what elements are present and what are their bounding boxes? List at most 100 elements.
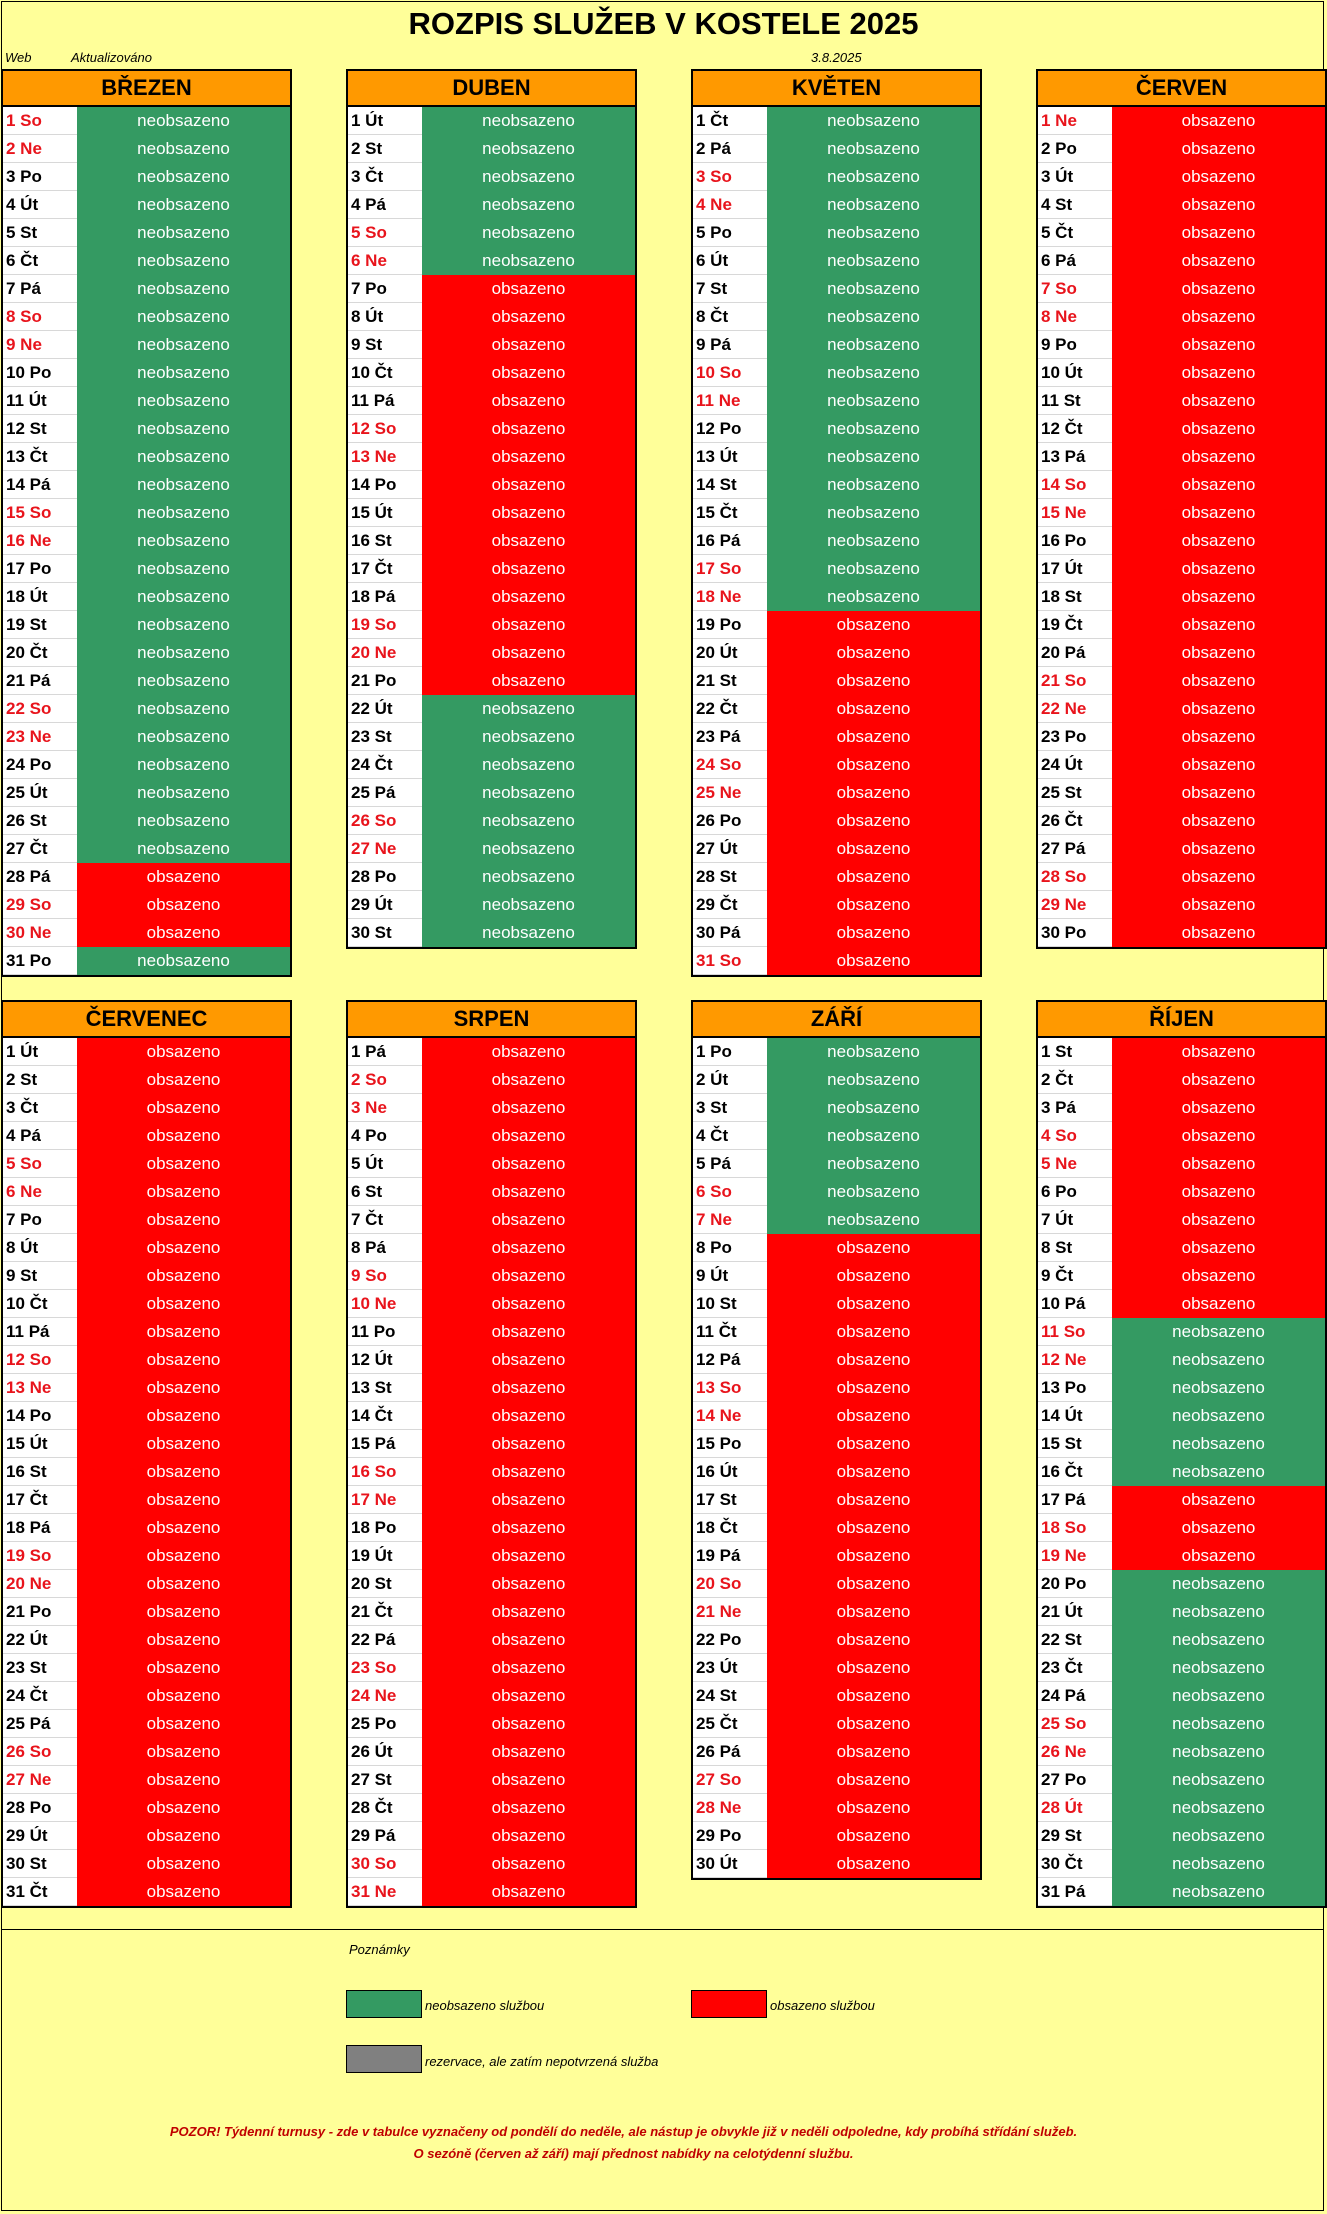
day-label: 24 Čt <box>3 1682 77 1710</box>
day-row: 12 Út obsazeno <box>348 1346 635 1374</box>
day-status: obsazeno <box>77 1402 290 1430</box>
day-label: 29 Út <box>3 1822 77 1850</box>
day-label: 5 Út <box>348 1150 422 1178</box>
day-status: obsazeno <box>422 1878 635 1906</box>
day-label: 13 Pá <box>1038 443 1112 471</box>
day-label: 4 Pá <box>348 191 422 219</box>
day-status: neobsazeno <box>767 275 980 303</box>
day-row: 4 So obsazeno <box>1038 1122 1325 1150</box>
day-status: obsazeno <box>422 583 635 611</box>
day-label: 4 Čt <box>693 1122 767 1150</box>
day-status: obsazeno <box>422 1822 635 1850</box>
day-status: obsazeno <box>1112 1066 1325 1094</box>
day-label: 26 Po <box>693 807 767 835</box>
day-row: 16 Út obsazeno <box>693 1458 980 1486</box>
day-label: 17 Út <box>1038 555 1112 583</box>
day-row: 16 Po obsazeno <box>1038 527 1325 555</box>
day-row: 29 Pá obsazeno <box>348 1822 635 1850</box>
day-row: 31 Čt obsazeno <box>3 1878 290 1906</box>
day-status: neobsazeno <box>1112 1318 1325 1346</box>
day-label: 25 So <box>1038 1710 1112 1738</box>
day-status: neobsazeno <box>77 359 290 387</box>
day-row: 4 Ne neobsazeno <box>693 191 980 219</box>
day-label: 24 Čt <box>348 751 422 779</box>
day-label: 28 Po <box>348 863 422 891</box>
day-status: obsazeno <box>1112 471 1325 499</box>
day-status: obsazeno <box>422 1178 635 1206</box>
day-status: obsazeno <box>77 1822 290 1850</box>
day-status: obsazeno <box>1112 1178 1325 1206</box>
day-label: 15 Út <box>3 1430 77 1458</box>
day-status: obsazeno <box>1112 387 1325 415</box>
day-label: 23 So <box>348 1654 422 1682</box>
day-row: 8 Ne obsazeno <box>1038 303 1325 331</box>
day-row: 4 Čt neobsazeno <box>693 1122 980 1150</box>
day-label: 23 Ne <box>3 723 77 751</box>
day-status: obsazeno <box>77 891 290 919</box>
day-status: neobsazeno <box>767 359 980 387</box>
day-row: 21 Čt obsazeno <box>348 1598 635 1626</box>
day-status: obsazeno <box>422 415 635 443</box>
day-label: 3 So <box>693 163 767 191</box>
day-row: 23 Ne neobsazeno <box>3 723 290 751</box>
day-status: obsazeno <box>1112 359 1325 387</box>
day-row: 19 Čt obsazeno <box>1038 611 1325 639</box>
day-status: obsazeno <box>422 1430 635 1458</box>
day-status: neobsazeno <box>767 1122 980 1150</box>
day-row: 6 Po obsazeno <box>1038 1178 1325 1206</box>
day-status: obsazeno <box>767 1262 980 1290</box>
day-status: obsazeno <box>422 1122 635 1150</box>
day-row: 12 St neobsazeno <box>3 415 290 443</box>
day-label: 28 So <box>1038 863 1112 891</box>
day-row: 18 Ne neobsazeno <box>693 583 980 611</box>
day-row: 6 Ne neobsazeno <box>348 247 635 275</box>
day-label: 22 Út <box>348 695 422 723</box>
day-label: 13 St <box>348 1374 422 1402</box>
day-status: neobsazeno <box>422 107 635 135</box>
day-status: obsazeno <box>77 1290 290 1318</box>
day-row: 5 So neobsazeno <box>348 219 635 247</box>
month-table: ČERVEN 1 Ne obsazeno 2 Po obsazeno 3 Út obsaze… <box>1036 69 1327 949</box>
day-row: 8 Út obsazeno <box>348 303 635 331</box>
day-status: obsazeno <box>767 1318 980 1346</box>
day-label: 5 So <box>3 1150 77 1178</box>
day-row: 14 Po obsazeno <box>348 471 635 499</box>
day-status: obsazeno <box>1112 499 1325 527</box>
day-row: 12 So obsazeno <box>3 1346 290 1374</box>
day-label: 25 St <box>1038 779 1112 807</box>
day-label: 2 So <box>348 1066 422 1094</box>
day-label: 2 Pá <box>693 135 767 163</box>
day-row: 1 Po neobsazeno <box>693 1038 980 1066</box>
day-status: obsazeno <box>1112 415 1325 443</box>
day-row: 26 Po obsazeno <box>693 807 980 835</box>
day-label: 5 Čt <box>1038 219 1112 247</box>
day-row: 6 Ne obsazeno <box>3 1178 290 1206</box>
day-label: 9 So <box>348 1262 422 1290</box>
day-label: 6 Pá <box>1038 247 1112 275</box>
day-label: 7 So <box>1038 275 1112 303</box>
day-status: obsazeno <box>767 1766 980 1794</box>
day-label: 27 Ne <box>3 1766 77 1794</box>
day-status: obsazeno <box>767 1570 980 1598</box>
day-label: 24 Po <box>3 751 77 779</box>
day-row: 2 Út neobsazeno <box>693 1066 980 1094</box>
day-label: 8 Ne <box>1038 303 1112 331</box>
day-row: 14 Pá neobsazeno <box>3 471 290 499</box>
day-status: neobsazeno <box>767 303 980 331</box>
day-row: 4 Pá neobsazeno <box>348 191 635 219</box>
day-row: 16 So obsazeno <box>348 1458 635 1486</box>
day-label: 6 St <box>348 1178 422 1206</box>
day-label: 19 Ne <box>1038 1542 1112 1570</box>
day-label: 21 Út <box>1038 1598 1112 1626</box>
day-label: 10 Po <box>3 359 77 387</box>
day-row: 7 So obsazeno <box>1038 275 1325 303</box>
day-status: neobsazeno <box>77 751 290 779</box>
day-row: 12 Pá obsazeno <box>693 1346 980 1374</box>
day-label: 1 Ne <box>1038 107 1112 135</box>
day-row: 17 Čt obsazeno <box>3 1486 290 1514</box>
month-title: KVĚTEN <box>693 71 980 107</box>
day-row: 23 St neobsazeno <box>348 723 635 751</box>
day-row: 4 St obsazeno <box>1038 191 1325 219</box>
day-status: obsazeno <box>1112 527 1325 555</box>
day-row: 6 Pá obsazeno <box>1038 247 1325 275</box>
